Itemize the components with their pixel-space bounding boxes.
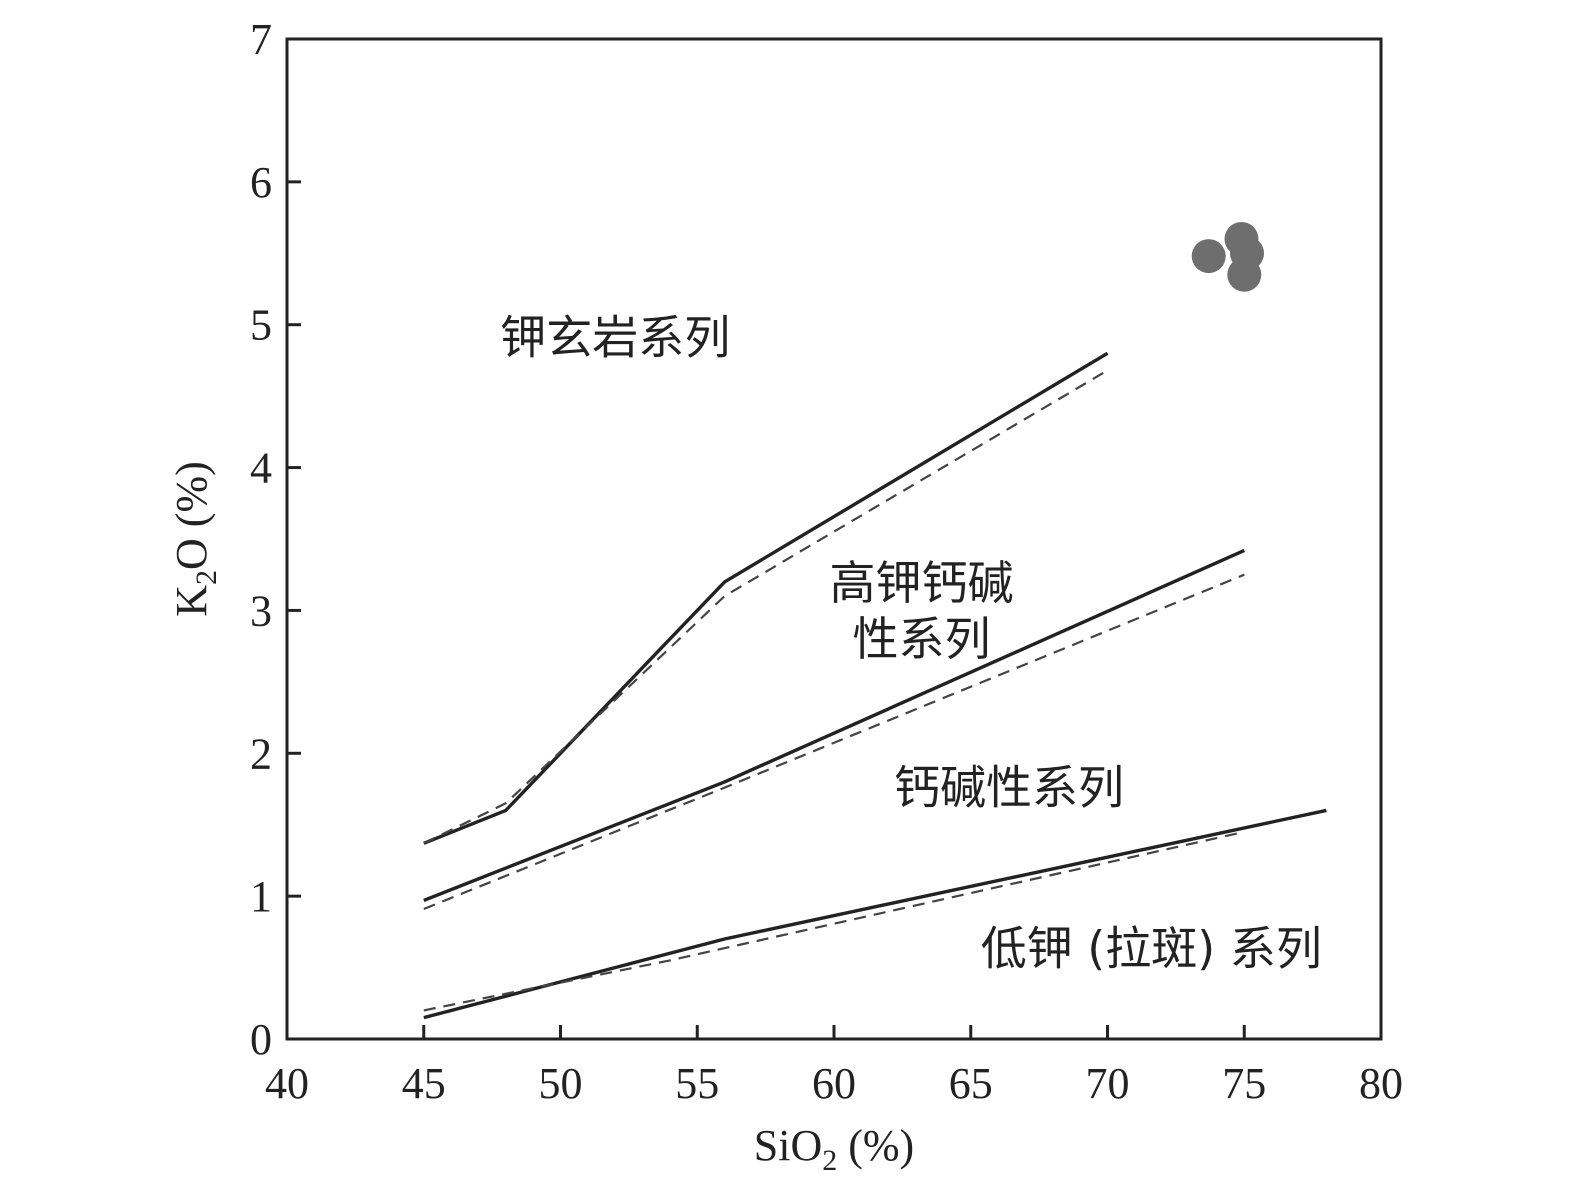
- region-label-2: 高钾钙碱性系列: [830, 556, 1014, 666]
- y-tick-label-1: 1: [250, 872, 272, 921]
- x-tick-label-80: 80: [1359, 1059, 1403, 1108]
- x-tick-label-55: 55: [675, 1059, 719, 1108]
- boundary-line-solid-3: [423, 548, 1245, 902]
- region-label-3: 钙碱性系列: [894, 760, 1124, 814]
- boundary-lines: [423, 351, 1327, 1020]
- sample-points: [1191, 222, 1264, 292]
- x-tick-label-65: 65: [949, 1059, 993, 1108]
- y-tick-label-0: 0: [250, 1015, 272, 1064]
- boundary-line-solid-5: [423, 808, 1327, 1020]
- sample-point-1: [1191, 239, 1226, 274]
- x-tick-label-45: 45: [402, 1059, 446, 1108]
- region-label-4: 低钾 (拉斑) 系列: [981, 922, 1322, 976]
- boundary-line-dashed-2: [423, 369, 1109, 845]
- sample-point-4: [1227, 257, 1262, 292]
- x-tick-label-70: 70: [1086, 1059, 1130, 1108]
- y-tick-label-2: 2: [250, 729, 272, 778]
- x-tick-label-60: 60: [812, 1059, 856, 1108]
- boundary-line-dashed-4: [423, 573, 1245, 911]
- boundary-line-solid-1: [423, 351, 1109, 845]
- x-tick-label-40: 40: [265, 1059, 309, 1108]
- y-tick-label-7: 7: [250, 15, 272, 64]
- x-tick-label-50: 50: [539, 1059, 583, 1108]
- y-tick-label-3: 3: [250, 586, 272, 635]
- y-tick-label-5: 5: [250, 301, 272, 350]
- y-tick-label-4: 4: [250, 444, 272, 493]
- x-tick-label-75: 75: [1222, 1059, 1266, 1108]
- x-axis-title: SiO2 (%): [754, 1121, 914, 1177]
- region-label-1: 钾玄岩系列: [500, 310, 730, 364]
- y-axis-title: K2O (%): [167, 461, 223, 617]
- boundary-line-dashed-6: [423, 830, 1245, 1012]
- y-tick-label-6: 6: [250, 158, 272, 207]
